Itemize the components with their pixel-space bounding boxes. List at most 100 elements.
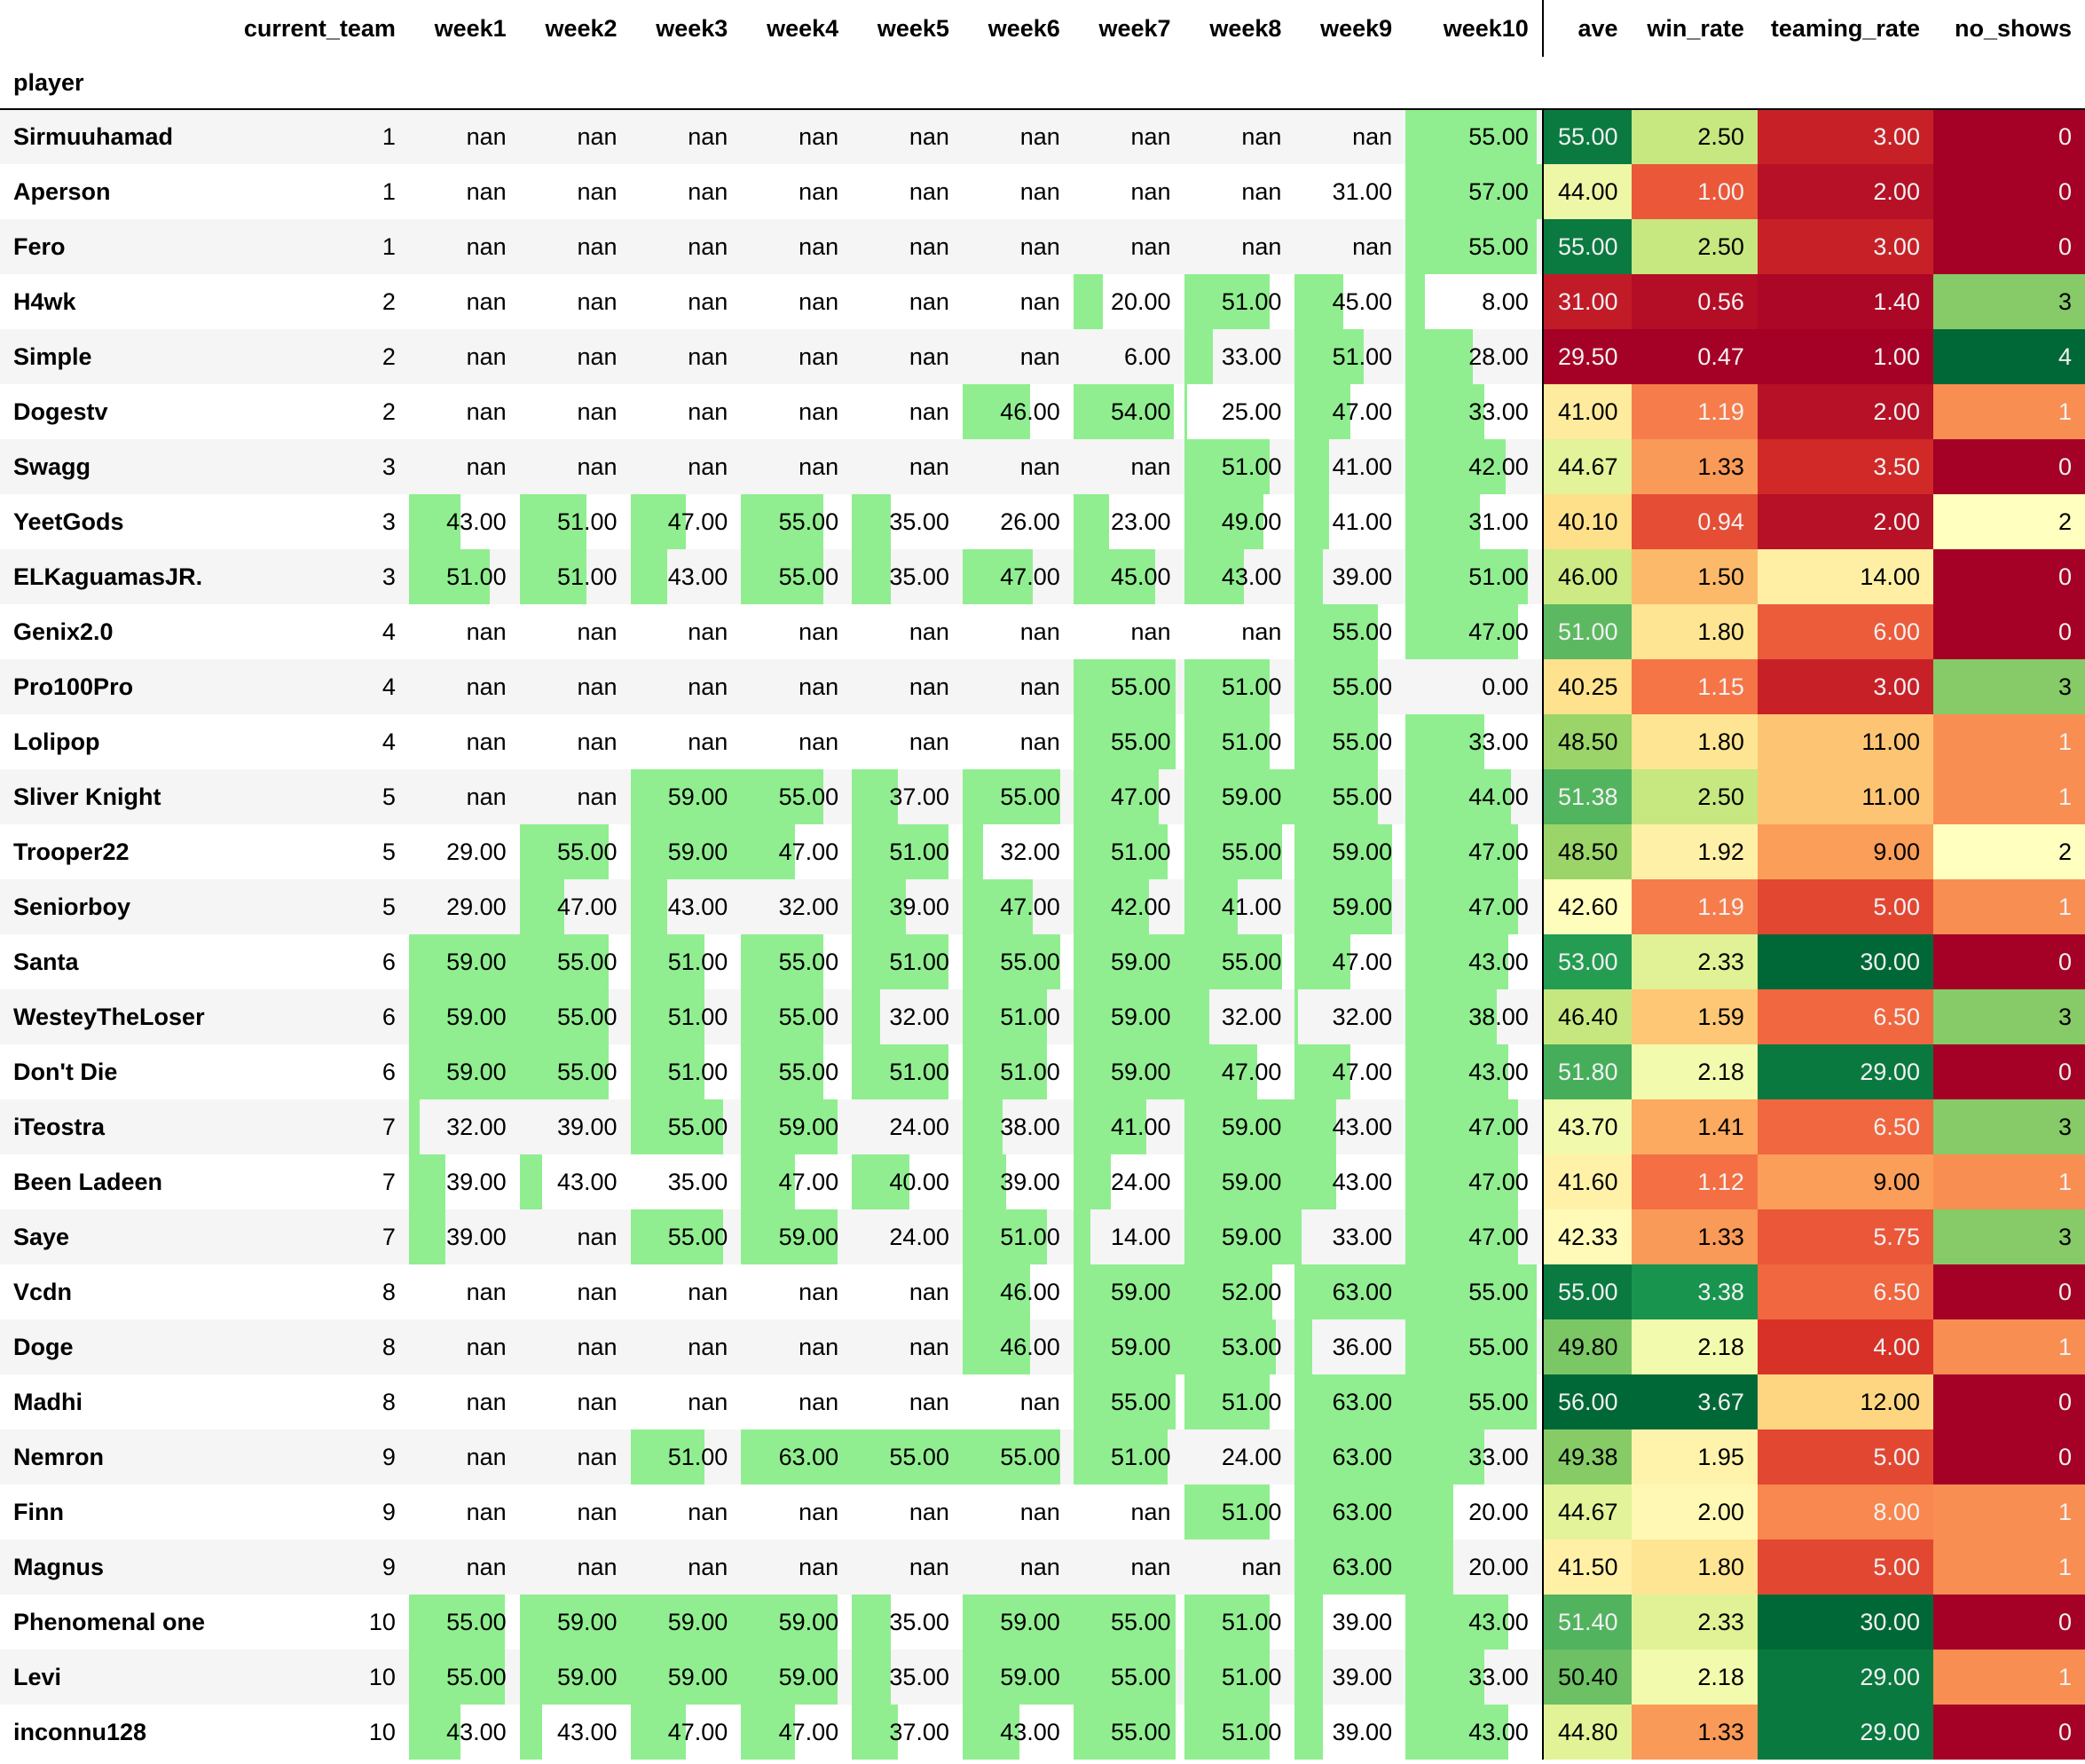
week-value: 51.00 [1221,1718,1282,1745]
week-value: 51.00 [1221,287,1282,315]
table-row: Levi 10 55.00 59.00 59.00 59.00 35.00 59.00 55.0… [0,1650,2085,1705]
bar-fill [1073,494,1109,549]
week8-cell: 51.00 [1184,714,1295,769]
week5-cell: 24.00 [852,1209,963,1264]
bar-fill [1073,1429,1168,1484]
bar-fill [962,1154,1007,1209]
week-value: 33.00 [1468,1443,1529,1470]
week4-cell: 55.00 [741,494,852,549]
table-row: Been Ladeen 7 39.00 43.00 35.00 47.00 40.00 39.… [0,1154,2085,1209]
bar-fill [1184,439,1270,494]
week-value: 55.00 [667,1113,728,1140]
week5-cell: nan [852,109,963,164]
bar-fill [1405,1540,1454,1595]
week5-cell: nan [852,1319,963,1374]
week5-cell: nan [852,219,963,274]
ave-cell: 44.80 [1541,1705,1632,1760]
win-rate-cell: 1.50 [1631,549,1758,604]
no-shows-cell: 3 [1932,659,2085,714]
week9-cell: 47.00 [1294,384,1405,439]
week-value: nan [688,728,728,755]
ave-cell: 42.60 [1541,879,1632,934]
win-rate-cell: 2.50 [1631,109,1758,164]
week1-cell: nan [409,274,520,329]
win-rate-cell: 1.00 [1631,164,1758,219]
no-shows-cell: 0 [1932,109,2085,164]
week-value: nan [688,618,728,645]
week-value: nan [909,1553,949,1580]
player-name: Genix2.0 [13,618,114,645]
week-value: 55.00 [1111,1663,1171,1690]
week-value: 32.00 [778,893,839,920]
week-value: 36.00 [1332,1333,1393,1360]
bar-fill [519,1705,542,1760]
week-value: 23.00 [1111,508,1171,535]
week-value: nan [688,398,728,425]
no-shows-cell: 1 [1932,714,2085,769]
week5-cell: 51.00 [852,1044,963,1099]
teaming-rate-cell: 5.00 [1757,1429,1933,1484]
week7-cell: 51.00 [1073,1429,1184,1484]
bar-fill [1184,1099,1295,1154]
bar-fill [741,1705,795,1760]
week-value: 59.00 [667,783,728,810]
week-value: 45.00 [1332,287,1393,315]
week2-cell: nan [520,1429,631,1484]
week-value: nan [1241,232,1282,260]
column-header-week2: week2 [545,14,618,42]
week2-cell: nan [520,109,631,164]
week1-cell: 59.00 [408,989,520,1044]
week6-cell: 51.00 [962,1044,1074,1099]
week2-cell: nan [520,659,631,714]
week-value: 51.00 [1221,453,1282,480]
week1-cell: nan [409,1264,520,1319]
week2-cell: 55.00 [519,989,631,1044]
week6-cell: 55.00 [962,934,1074,989]
player-name: Pro100Pro [13,673,134,700]
week-value: 38.00 [1468,1003,1529,1030]
bar-fill [1405,769,1511,824]
week-value: 55.00 [778,1003,839,1030]
week2-cell: 59.00 [519,1595,631,1650]
week2-cell: nan [520,219,631,274]
player-name: Vcdn [13,1278,73,1305]
week3-cell: nan [631,1319,742,1374]
week-value: 41.00 [1332,508,1393,535]
bar-fill [1073,879,1149,934]
week-value: 20.00 [1468,1553,1529,1580]
week8-cell: 51.00 [1184,1595,1295,1650]
week3-cell: 43.00 [630,879,742,934]
win-rate-cell: 0.94 [1631,494,1758,549]
bar-fill [741,824,795,879]
week-value: nan [909,177,949,205]
week-value: nan [466,453,507,480]
no-shows-cell: 0 [1932,439,2085,494]
bar-fill [852,1429,963,1484]
week6-cell: 32.00 [962,824,1074,879]
current-team-cell: 1 [382,232,396,260]
bar-fill [630,1650,742,1705]
week-value: nan [466,287,507,315]
week-value: 33.00 [1221,343,1282,370]
week8-cell: 51.00 [1184,1705,1295,1760]
table-row: YeetGods 3 43.00 51.00 47.00 55.00 35.00 26.00 2… [0,494,2085,549]
week-value: nan [1241,618,1282,645]
week-value: 55.00 [556,838,618,865]
week6-cell: nan [963,164,1074,219]
week-value: nan [466,673,507,700]
week3-cell: nan [631,714,742,769]
week-value: 39.00 [446,1168,507,1195]
week1-cell: nan [409,604,520,659]
table-row: inconnu128 10 43.00 43.00 47.00 47.00 37.00 43.… [0,1705,2085,1760]
table-row: Fero 1 nan nan nan nan nan nan nan nan nan 55.00 55.… [0,219,2085,274]
week-value: nan [577,1443,618,1470]
table-row: Sliver Knight 5 nan nan 59.00 55.00 37.00 55.00… [0,769,2085,824]
bar-fill [1184,714,1270,769]
bar-fill [741,494,823,549]
current-team-cell: 2 [382,398,396,425]
bar-fill [962,1319,1030,1374]
week-value: 51.00 [446,563,507,590]
week-value: nan [466,783,507,810]
bar-fill [1405,494,1480,549]
